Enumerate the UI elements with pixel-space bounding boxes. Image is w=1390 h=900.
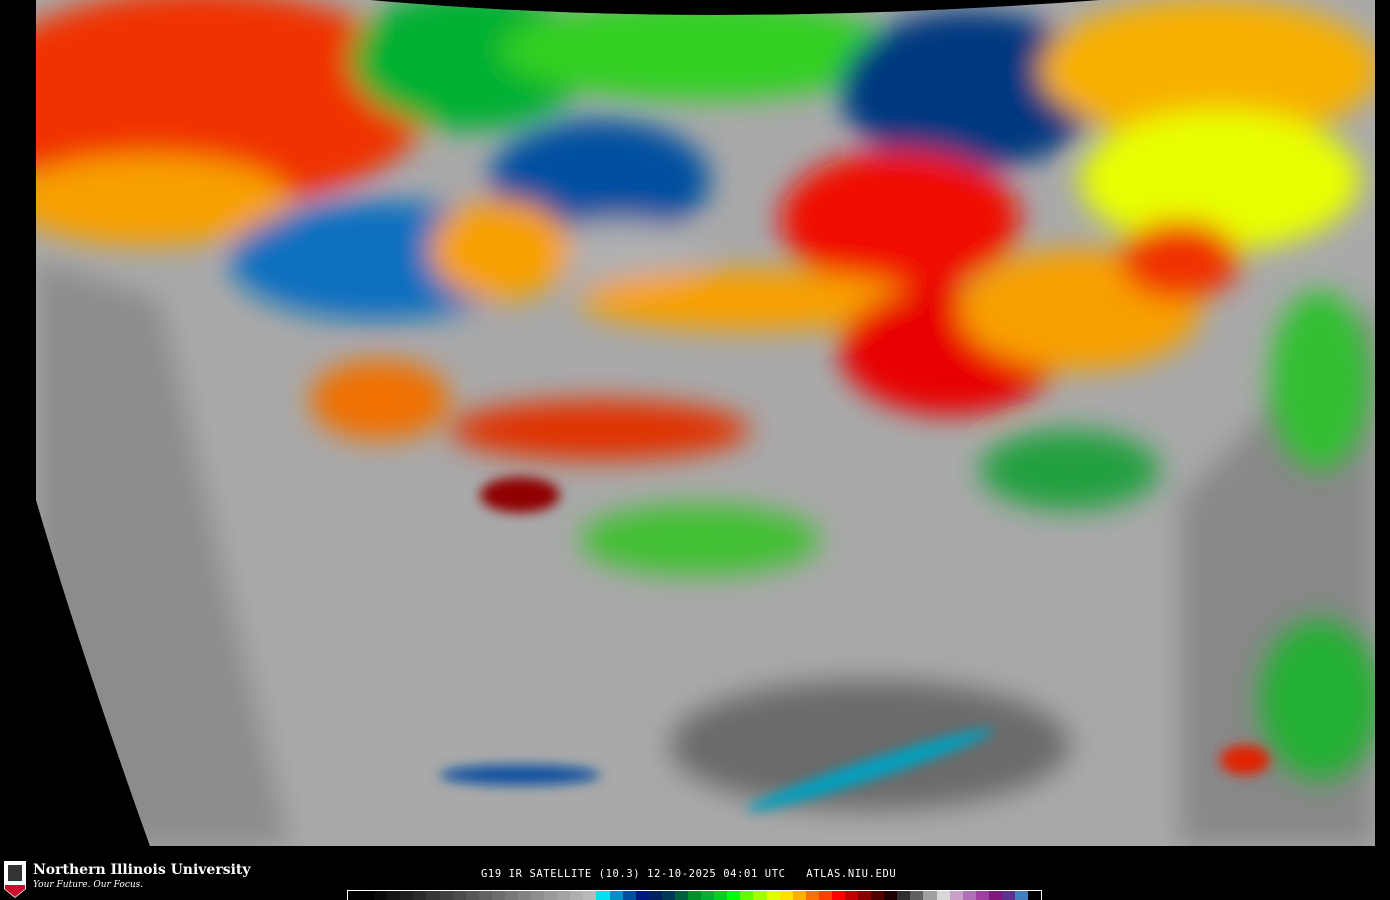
colorbar-swatch [387, 891, 401, 900]
colorbar-swatch [727, 891, 741, 900]
colorbar-swatch [596, 891, 610, 900]
colorbar-swatch [648, 891, 662, 900]
university-tagline: Your Future. Our Focus. [33, 880, 144, 890]
colorbar-swatch [491, 891, 505, 900]
colorbar-swatch [400, 891, 414, 900]
colorbar-swatch [504, 891, 519, 900]
colorbar-swatch [910, 891, 924, 900]
colorbar-swatch [871, 891, 885, 900]
colorbar-swatch [831, 891, 845, 900]
colorbar-swatch [701, 891, 715, 900]
colorbar-swatch [518, 891, 532, 900]
colorbar-swatch [923, 891, 937, 900]
colorbar-swatch [818, 891, 832, 900]
colorbar-swatch [609, 891, 623, 900]
colorbar-swatch [426, 891, 440, 900]
colorbar-swatch [361, 891, 375, 900]
colorbar-swatch [779, 891, 793, 900]
colorbar-swatch [570, 891, 584, 900]
colorbar-swatch [714, 891, 728, 900]
colorbar-swatch [452, 891, 466, 900]
colorbar-swatch [635, 891, 649, 900]
colorbar-swatch [884, 891, 898, 900]
colorbar-swatch [622, 891, 636, 900]
colorbar-swatch [805, 891, 819, 900]
colorbar-swatch [740, 891, 754, 900]
colorbar-swatch [439, 891, 453, 900]
niu-logo-icon [4, 861, 26, 898]
colorbar-swatch [465, 891, 479, 900]
satellite-map [36, 0, 1375, 846]
colorbar-swatch [531, 891, 545, 900]
colorbar-swatch [478, 891, 492, 900]
colorbar-swatch [792, 891, 806, 900]
colorbar-swatch [858, 891, 872, 900]
image-caption: G19 IR SATELLITE (10.3) 12-10-2025 04:01… [481, 868, 897, 880]
colorbar-swatch [583, 891, 597, 900]
colorbar-swatch [1001, 891, 1015, 900]
cloud-shield [36, 0, 1375, 780]
colorbar-swatch [975, 891, 989, 900]
colorbar-swatch [988, 891, 1002, 900]
colorbar-swatch [413, 891, 427, 900]
colorbar-swatch [962, 891, 976, 900]
colorbar-swatch [753, 891, 767, 900]
colorbar-swatch [844, 891, 859, 900]
colorbar-swatch [1028, 891, 1042, 900]
colorbar-swatch [661, 891, 675, 900]
colorbar-swatch [674, 891, 689, 900]
colorbar-swatch [348, 891, 362, 900]
university-name: Northern Illinois University [33, 862, 251, 878]
colorbar-swatch [766, 891, 780, 900]
colorbar-swatch [688, 891, 702, 900]
colorbar-swatch [1014, 891, 1029, 900]
imagery [36, 0, 1375, 846]
colorbar-swatch [897, 891, 911, 900]
temperature-colorbar [347, 890, 1042, 900]
colorbar-swatch [936, 891, 950, 900]
colorbar-swatch [374, 891, 388, 900]
colorbar-swatch [949, 891, 963, 900]
colorbar-swatch [544, 891, 558, 900]
colorbar-swatch [557, 891, 571, 900]
